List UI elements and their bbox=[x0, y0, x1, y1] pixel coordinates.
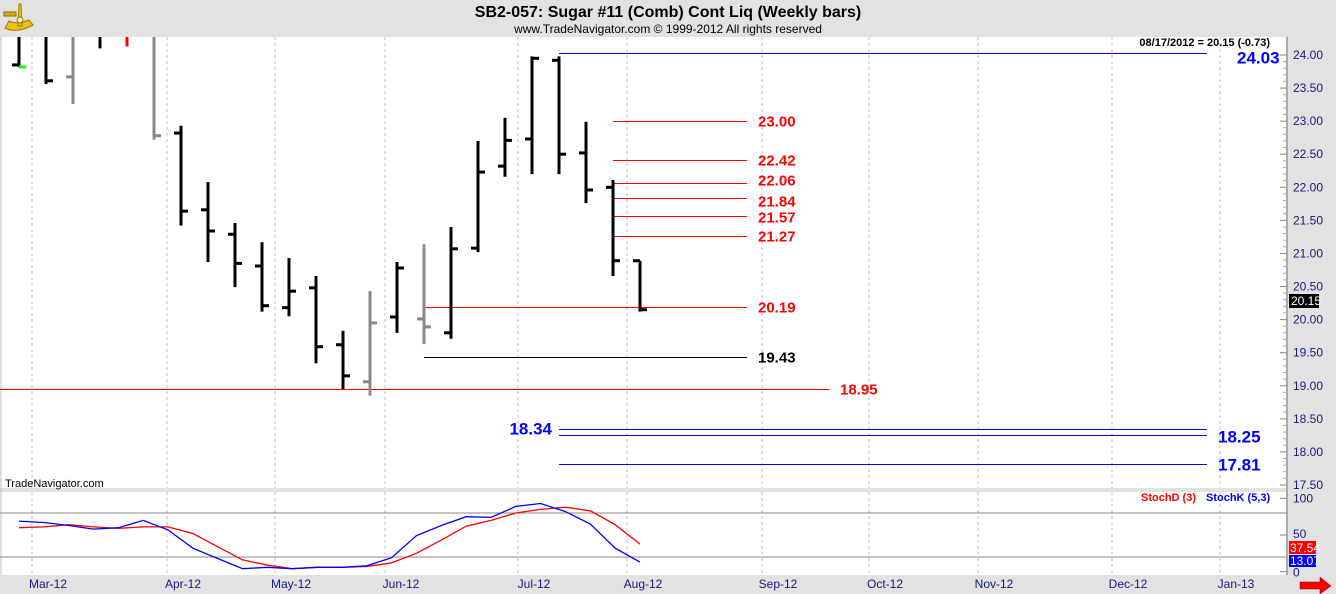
x-tick-label: Jul-12 bbox=[518, 577, 551, 591]
legend-stochd: StochD (3) bbox=[1141, 492, 1196, 504]
ohlc-bar bbox=[498, 117, 512, 177]
level-label: 24.03 bbox=[1237, 49, 1280, 68]
ohlc-bar bbox=[125, 37, 129, 47]
level-label: 18.34 bbox=[509, 420, 552, 439]
ohlc-bar bbox=[417, 244, 431, 345]
info-readout: 08/17/2012 = 20.15 (-0.73) bbox=[1139, 37, 1270, 49]
x-tick-label: Dec-12 bbox=[1109, 577, 1148, 591]
x-tick-label: May-12 bbox=[271, 577, 311, 591]
level-label: 22.42 bbox=[758, 153, 796, 170]
stochk-tag-text: 13.07 bbox=[1290, 554, 1320, 568]
x-tick-label: Apr-12 bbox=[165, 577, 201, 591]
y-tick-label: 24.00 bbox=[1293, 48, 1323, 62]
ohlc-bar bbox=[579, 121, 593, 204]
y-tick-label: 20.50 bbox=[1293, 280, 1323, 294]
ohlc-bar bbox=[174, 125, 188, 226]
ohlc-bar bbox=[44, 37, 53, 85]
y-tick-label: 17.50 bbox=[1293, 478, 1323, 492]
stochd-tag-text: 37.54 bbox=[1290, 541, 1320, 555]
level-lines bbox=[0, 53, 1207, 465]
y-tick-label: 21.00 bbox=[1293, 246, 1323, 260]
last-price-tag bbox=[1289, 294, 1319, 308]
x-tick-label: Mar-12 bbox=[29, 577, 67, 591]
time-axis: Mar-12 Apr-12 May-12 Jun-12 Jul-12 Aug-12 Sep-… bbox=[29, 577, 1255, 591]
ohlc-bar bbox=[444, 226, 458, 339]
level-label: 21.57 bbox=[758, 210, 796, 227]
level-label: 18.95 bbox=[840, 382, 878, 399]
ohlc-bar bbox=[390, 262, 404, 333]
ohlc-bar bbox=[255, 242, 269, 312]
ohlc-bar bbox=[336, 330, 350, 390]
x-tick-label: Jun-12 bbox=[383, 577, 420, 591]
ohlc-bar bbox=[66, 37, 75, 104]
legend-stochk: StochK (5,3) bbox=[1206, 492, 1271, 504]
level-label: 22.06 bbox=[758, 173, 796, 190]
y-tick-label: 18.00 bbox=[1293, 445, 1323, 459]
chart-subtitle: www.TradeNavigator.com © 1999-2012 All r… bbox=[513, 22, 822, 36]
stoch-tick-label: 0 bbox=[1293, 566, 1300, 580]
ohlc-bar bbox=[633, 259, 647, 312]
scroll-right-arrow-icon[interactable] bbox=[1299, 576, 1332, 594]
sextant-icon bbox=[3, 3, 34, 31]
y-tick-label: 21.50 bbox=[1293, 213, 1323, 227]
x-tick-label: Jan-13 bbox=[1218, 577, 1255, 591]
level-label: 23.00 bbox=[758, 114, 796, 131]
y-tick-label: 18.50 bbox=[1293, 412, 1323, 426]
ohlc-bar bbox=[606, 180, 620, 276]
ohlc-bar bbox=[201, 182, 215, 263]
level-label: 17.81 bbox=[1218, 456, 1261, 475]
ohlc-bar bbox=[363, 291, 377, 396]
level-label: 21.27 bbox=[758, 229, 796, 246]
stochd-tag bbox=[1289, 541, 1316, 554]
ohlc-bar bbox=[152, 37, 161, 140]
level-label: 20.19 bbox=[758, 300, 796, 317]
y-tick-label: 23.50 bbox=[1293, 81, 1323, 95]
ohlc-bar bbox=[282, 258, 296, 317]
stochk-tag bbox=[1289, 555, 1316, 567]
y-tick-label: 19.00 bbox=[1293, 379, 1323, 393]
stoch-panel bbox=[0, 492, 1287, 575]
ohlc-bar bbox=[525, 56, 539, 175]
y-tick-label: 22.50 bbox=[1293, 147, 1323, 161]
x-tick-label: Nov-12 bbox=[975, 577, 1014, 591]
x-tick-label: Aug-12 bbox=[624, 577, 663, 591]
stoch-lines bbox=[18, 502, 641, 570]
y-tick-label: 22.00 bbox=[1293, 180, 1323, 194]
x-tick-label: Sep-12 bbox=[759, 577, 798, 591]
stoch-tick-label: 50 bbox=[1293, 527, 1307, 541]
stoch-line-k bbox=[18, 502, 641, 570]
ohlc-bar bbox=[228, 223, 242, 288]
level-label: 21.84 bbox=[758, 194, 796, 211]
chart-title: SB2-057: Sugar #11 (Comb) Cont Liq (Week… bbox=[475, 4, 861, 21]
ohlc-bar bbox=[98, 37, 102, 49]
last-price-tag-text: 20.15 bbox=[1291, 294, 1321, 308]
ohlc-bar bbox=[552, 56, 566, 175]
price-panel bbox=[0, 37, 1287, 488]
price-axis: 24.00 23.50 23.00 22.50 22.00 21.50 21.00 20.50… bbox=[1280, 48, 1323, 492]
y-tick-label: 19.50 bbox=[1293, 346, 1323, 360]
header-bar bbox=[0, 0, 1336, 37]
price-bars bbox=[12, 37, 647, 396]
ohlc-bar bbox=[12, 37, 26, 69]
ohlc-bar bbox=[309, 275, 323, 364]
x-tick-label: Oct-12 bbox=[867, 577, 903, 591]
y-tick-label: 20.00 bbox=[1293, 313, 1323, 327]
watermark: TradeNavigator.com bbox=[5, 478, 104, 490]
level-label: 19.43 bbox=[758, 350, 796, 367]
ohlc-bar bbox=[471, 140, 485, 253]
stoch-tick-label: 100 bbox=[1293, 491, 1313, 505]
level-label: 18.25 bbox=[1218, 428, 1261, 447]
y-tick-label: 23.00 bbox=[1293, 114, 1323, 128]
